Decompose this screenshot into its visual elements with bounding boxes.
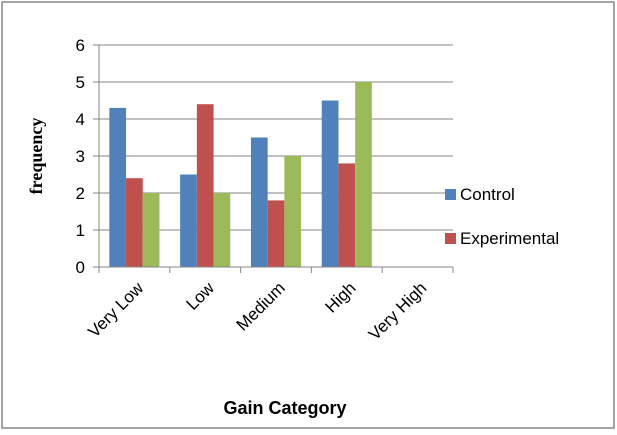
legend-swatch bbox=[445, 189, 456, 200]
bar bbox=[126, 178, 143, 267]
legend: Control Experimental bbox=[445, 185, 559, 248]
y-tick-label: 2 bbox=[76, 184, 85, 203]
legend-swatch bbox=[445, 233, 456, 244]
bar bbox=[180, 174, 197, 267]
legend-label: Control bbox=[460, 185, 515, 204]
y-tick-label: 3 bbox=[76, 147, 85, 166]
bar bbox=[142, 193, 160, 267]
bars bbox=[109, 82, 372, 268]
bar bbox=[196, 104, 214, 267]
bar bbox=[109, 107, 127, 268]
bar bbox=[284, 156, 302, 267]
y-tick-label: 4 bbox=[76, 110, 85, 129]
bar bbox=[267, 200, 285, 267]
legend-label: Experimental bbox=[460, 229, 559, 248]
y-tick-label: 6 bbox=[76, 36, 85, 55]
bar bbox=[338, 163, 356, 267]
chart-border bbox=[1, 1, 615, 429]
y-tick-label: 5 bbox=[76, 73, 85, 92]
y-axis-label: frequency bbox=[26, 118, 46, 195]
x-axis-label: Gain Category bbox=[223, 398, 346, 418]
y-tick-label: 0 bbox=[76, 258, 85, 277]
bar bbox=[250, 137, 268, 267]
y-tick-label: 1 bbox=[76, 221, 85, 240]
bar bbox=[213, 193, 231, 267]
bar bbox=[321, 100, 339, 267]
bar bbox=[355, 82, 372, 267]
